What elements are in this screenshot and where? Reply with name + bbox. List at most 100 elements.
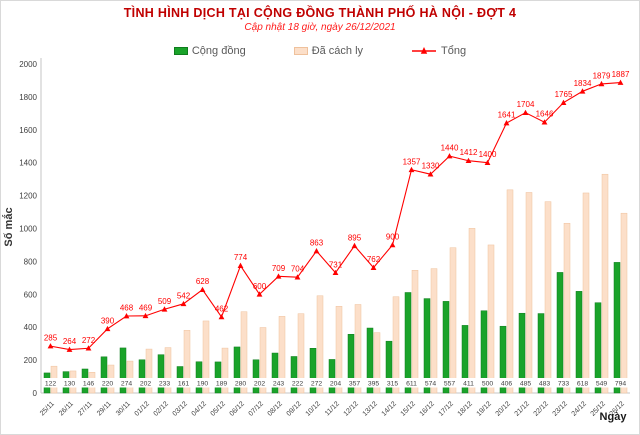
y-tick-label: 1000 <box>19 225 37 234</box>
quarantine-bar <box>506 189 514 394</box>
quarantine-bar <box>259 327 267 394</box>
bar-value-box <box>612 378 629 388</box>
quarantine-bar <box>240 311 248 394</box>
community-bar <box>309 348 317 394</box>
total-value-label: 709 <box>272 264 286 273</box>
x-tick-label: 29/11 <box>96 400 113 417</box>
total-marker <box>579 88 586 94</box>
x-tick-label: 20/12 <box>495 400 512 417</box>
total-marker <box>484 159 491 165</box>
green-bar-swatch-icon <box>173 47 188 55</box>
total-value-label: 390 <box>101 316 115 325</box>
bar-value-box <box>61 378 78 388</box>
bar-value-label: 618 <box>577 381 589 388</box>
legend: Cộng đồng Đã cách ly Tổng <box>1 43 639 59</box>
bar-value-box <box>251 378 268 388</box>
x-tick-label: 08/12 <box>267 400 284 417</box>
total-marker <box>351 242 358 249</box>
total-value-label: 900 <box>386 232 400 241</box>
total-marker <box>408 166 415 173</box>
quarantine-bar <box>145 348 153 394</box>
total-value-label: 1400 <box>479 150 497 159</box>
quarantine-bar <box>449 247 457 394</box>
x-tick-label: 18/12 <box>457 400 474 417</box>
bar-value-box <box>308 378 325 388</box>
bar-value-label: 411 <box>463 381 474 388</box>
total-marker <box>560 99 567 105</box>
total-marker <box>199 286 206 292</box>
bar-value-box <box>289 378 306 388</box>
bar-value-label: 315 <box>387 381 399 388</box>
quarantine-bar <box>221 347 229 394</box>
total-value-label: 1704 <box>517 100 535 109</box>
quarantine-bar <box>164 347 172 394</box>
quarantine-bar <box>202 320 210 394</box>
total-marker <box>617 79 624 85</box>
x-tick-label: 09/12 <box>286 400 303 417</box>
bar-value-label: 274 <box>121 381 133 388</box>
x-tick-label: 12/12 <box>343 400 360 417</box>
bar-value-box <box>118 378 135 388</box>
total-marker <box>218 314 225 320</box>
total-value-label: 272 <box>82 336 96 345</box>
total-marker <box>446 153 453 159</box>
y-tick-label: 0 <box>33 389 38 398</box>
quarantine-bar <box>430 268 438 394</box>
y-tick-label: 600 <box>24 290 38 299</box>
bar-value-label: 272 <box>311 381 323 388</box>
legend-item-cong-dong: Cộng đồng <box>173 45 246 57</box>
bar-value-label: 733 <box>558 381 570 388</box>
bar-value-label: 220 <box>102 381 114 388</box>
x-tick-label: 11/12 <box>324 400 341 417</box>
total-marker <box>237 262 244 268</box>
bar-value-box <box>270 378 287 388</box>
community-bar <box>138 359 146 394</box>
total-marker <box>541 119 548 125</box>
bar-value-label: 161 <box>178 381 190 388</box>
legend-label: Đã cách ly <box>311 45 364 57</box>
bar-value-label: 611 <box>406 381 417 388</box>
peach-bar-swatch-icon <box>293 47 308 55</box>
bar-value-box <box>365 378 382 388</box>
community-bar <box>157 354 165 394</box>
bar-value-label: 483 <box>539 381 551 388</box>
quarantine-bar <box>525 192 533 394</box>
total-value-label: 1412 <box>460 148 478 157</box>
community-bar <box>594 302 602 394</box>
y-tick-label: 1600 <box>19 126 37 135</box>
bar-value-box <box>555 378 572 388</box>
community-bar <box>328 359 336 394</box>
x-tick-label: 07/12 <box>248 400 265 417</box>
bar-value-box <box>574 378 591 388</box>
total-marker <box>313 248 320 254</box>
community-bar <box>214 361 222 394</box>
total-value-label: 731 <box>329 260 343 269</box>
community-bar <box>252 359 260 394</box>
total-value-label: 468 <box>120 304 134 313</box>
quarantine-bar <box>335 306 343 394</box>
bar-value-label: 557 <box>444 381 456 388</box>
y-tick-label: 2000 <box>19 60 37 69</box>
bar-value-label: 243 <box>273 381 285 388</box>
total-marker <box>142 312 149 319</box>
total-value-label: 462 <box>215 305 229 314</box>
bar-value-box <box>460 378 477 388</box>
total-marker <box>370 264 377 270</box>
legend-label: Cộng đồng <box>191 45 246 57</box>
quarantine-bar <box>601 173 609 394</box>
quarantine-bar <box>297 313 305 394</box>
community-bar <box>404 292 412 394</box>
bar-value-label: 190 <box>197 381 209 388</box>
community-bar <box>233 346 241 394</box>
legend-item-da-cach-ly: Đã cách ly <box>293 45 364 57</box>
y-tick-label: 800 <box>24 257 38 266</box>
bar-value-box <box>213 378 230 388</box>
total-marker <box>180 300 187 307</box>
total-value-label: 628 <box>196 277 210 286</box>
bar-value-box <box>80 378 97 388</box>
total-marker <box>522 109 529 115</box>
bar-value-box <box>232 378 249 388</box>
quarantine-bar <box>487 244 495 394</box>
